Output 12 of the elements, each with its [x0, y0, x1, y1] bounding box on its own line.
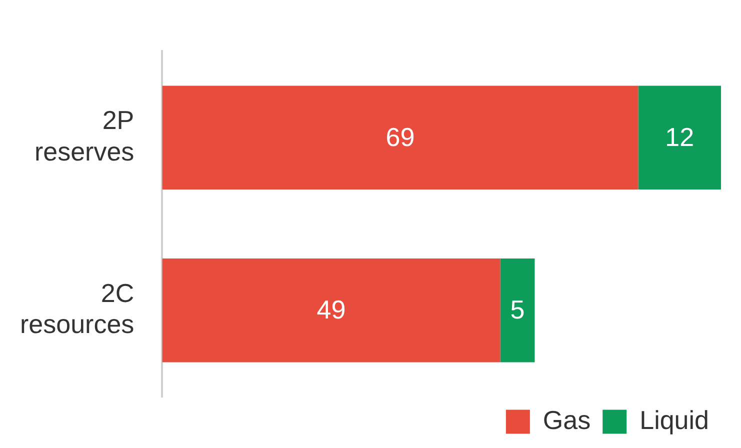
legend-label: Liquid: [640, 404, 710, 435]
data-label: 5: [510, 294, 525, 325]
data-label: 12: [665, 122, 694, 152]
y-tick-label: 2P reserves: [34, 105, 134, 166]
bar: [638, 86, 721, 190]
bar: [500, 258, 535, 362]
data-label: 49: [316, 294, 346, 325]
data-label: 69: [386, 122, 415, 152]
bar: [162, 86, 638, 190]
bar: [162, 258, 500, 362]
y-tick-label: 2C resources: [20, 278, 134, 340]
legend-label: Gas: [542, 404, 591, 435]
